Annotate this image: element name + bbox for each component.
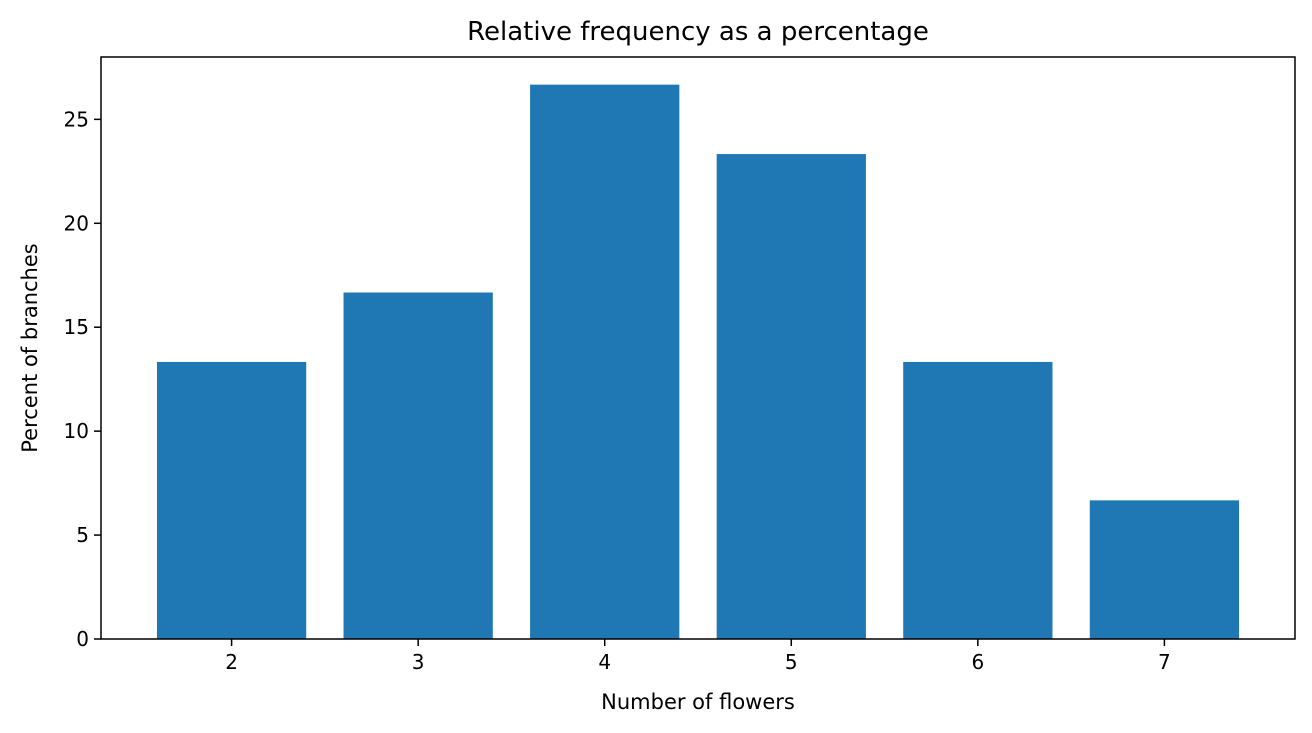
bars-group [156, 84, 1240, 639]
x-axis-label: Number of flowers [601, 690, 795, 714]
y-axis-label: Percent of branches [18, 243, 42, 452]
y-tick-label: 0 [76, 627, 89, 651]
y-axis-ticks: 0 5 10 15 20 25 [64, 107, 101, 651]
y-tick-label: 20 [64, 211, 89, 235]
plot-frame [100, 56, 1296, 640]
chart-title: Relative frequency as a percentage [467, 17, 929, 47]
bar-7 [1089, 500, 1240, 639]
x-tick-label: 7 [1158, 650, 1171, 674]
x-tick-label: 4 [598, 650, 611, 674]
y-tick-label: 5 [76, 523, 89, 547]
x-tick-label: 3 [412, 650, 425, 674]
x-tick-label: 5 [785, 650, 798, 674]
bar-3 [343, 292, 493, 639]
x-tick-label: 6 [971, 650, 984, 674]
x-axis-ticks: 2 3 4 5 6 7 [225, 639, 1171, 674]
bar-5 [716, 154, 866, 639]
bar-6 [903, 361, 1053, 639]
y-tick-label: 15 [64, 315, 89, 339]
x-tick-label: 2 [225, 650, 238, 674]
y-tick-label: 10 [64, 419, 89, 443]
bar-4 [530, 84, 680, 639]
bar-2 [156, 361, 307, 639]
y-tick-label: 25 [64, 107, 89, 131]
